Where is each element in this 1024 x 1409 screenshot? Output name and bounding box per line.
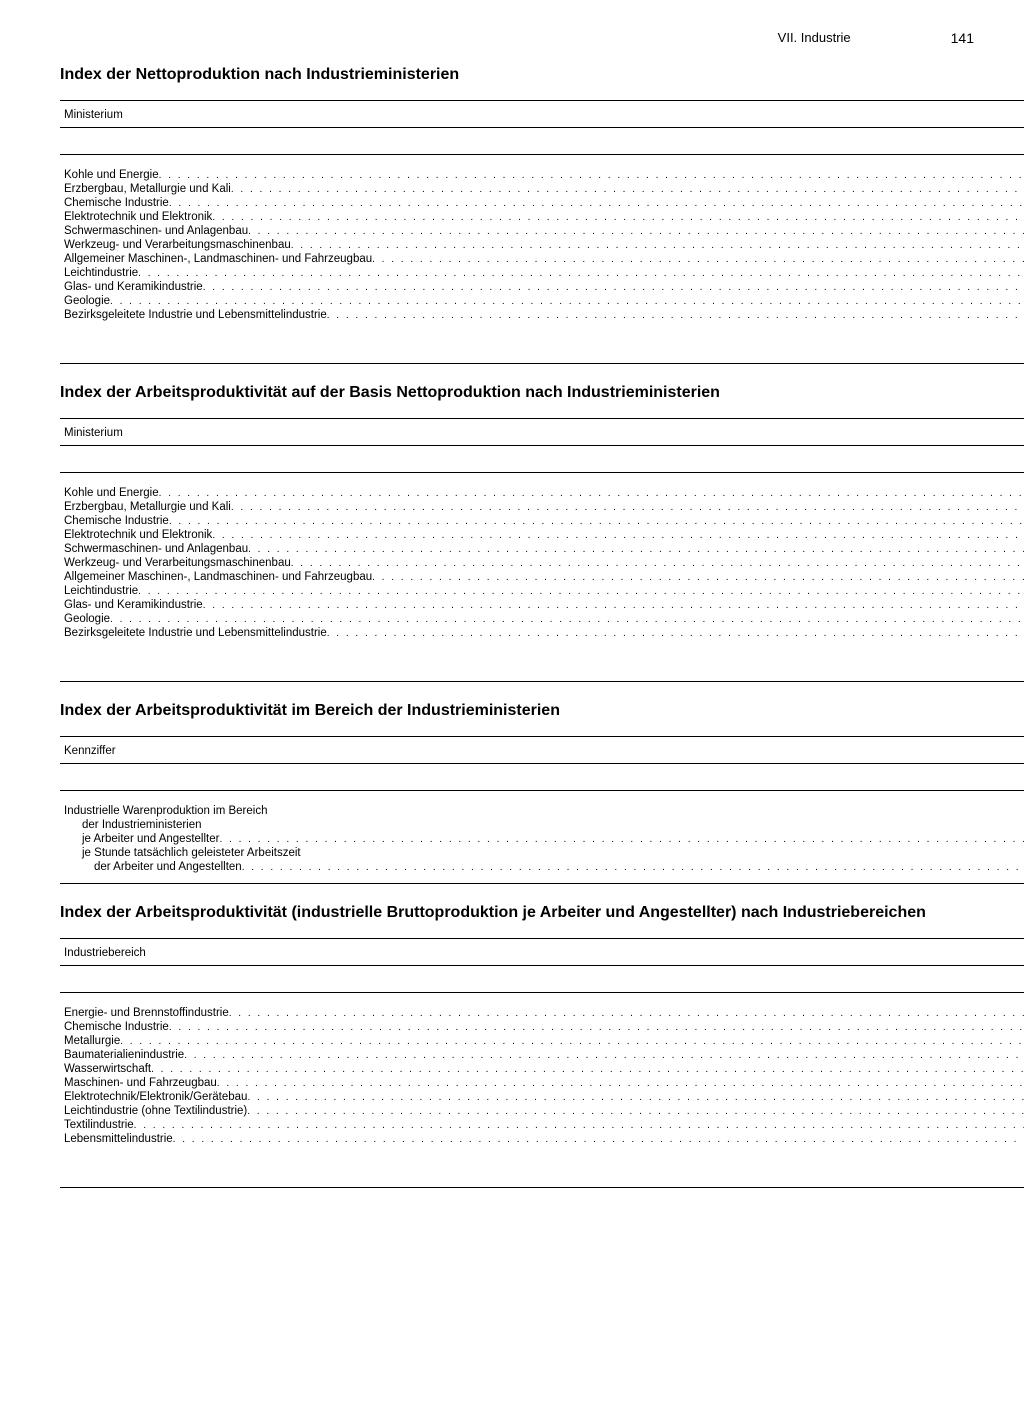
table-row: Werkzeug- und Verarbeitungsmaschinenbau1…: [60, 238, 1024, 252]
row-label: je Arbeiter und Angestellter: [60, 832, 1024, 846]
row-label: Glas- und Keramikindustrie: [60, 598, 1024, 612]
row-label: Schwermaschinen- und Anlagenbau: [60, 224, 1024, 238]
row-label: Geologie: [60, 294, 1024, 308]
table4-title: Index der Arbeitsproduktivität (industri…: [60, 904, 974, 922]
table-row: je Arbeiter und Angestellter132168176182…: [60, 832, 1024, 846]
table-row: Schwermaschinen- und Anlagenbau109114119…: [60, 542, 1024, 556]
page-number: 141: [951, 30, 974, 46]
table-row: Energie- und Brennstoffindustrie53617210…: [60, 993, 1024, 1021]
table-row: Erzbergbau, Metallurgie und Kali10010210…: [60, 182, 1024, 196]
table-row: Maschinen- und Fahrzeugbau37567510012616…: [60, 1076, 1024, 1090]
row-label: Elektrotechnik/Elektronik/Gerätebau: [60, 1090, 1024, 1104]
row-label: Glas- und Keramikindustrie: [60, 280, 1024, 294]
table-row: Elektrotechnik/Elektronik/Gerätebau30517…: [60, 1090, 1024, 1104]
row-header-label: Kennziffer: [60, 737, 1024, 764]
table-row: Kohle und Energie106111120129136145: [60, 473, 1024, 501]
row-label: Bezirksgeleitete Industrie und Lebensmit…: [60, 308, 1024, 331]
row-label: der Industrieministerien: [60, 818, 1024, 832]
table2: Ministerium1981198219831984198519861980 …: [60, 418, 1024, 682]
total-label: Insgesamt: [60, 331, 1024, 364]
table-row: Geologie111124143161177190: [60, 612, 1024, 626]
intro-row: der Industrieministerien: [60, 818, 1024, 832]
row-label: Allgemeiner Maschinen-, Landmaschinen- u…: [60, 252, 1024, 266]
table-row: Elektrotechnik und Elektronik11212414216…: [60, 210, 1024, 224]
table-row: der Arbeiter und Angestellten13718119019…: [60, 860, 1024, 884]
table1-title: Index der Nettoproduktion nach Industrie…: [60, 66, 974, 84]
row-label: je Stunde tatsächlich geleisteter Arbeit…: [60, 846, 1024, 860]
row-label: Energie- und Brennstoffindustrie: [60, 993, 1024, 1021]
row-label: Metallurgie: [60, 1034, 1024, 1048]
table4: Industriebereich195519601965197019751980…: [60, 938, 1024, 1188]
row-label: Wasserwirtschaft: [60, 1062, 1024, 1076]
row-label: Leichtindustrie: [60, 584, 1024, 598]
row-label: Erzbergbau, Metallurgie und Kali: [60, 500, 1024, 514]
row-label: Leichtindustrie (ohne Textilindustrie): [60, 1104, 1024, 1118]
row-label: Chemische Industrie: [60, 196, 1024, 210]
row-label: Werkzeug- und Verarbeitungsmaschinenbau: [60, 556, 1024, 570]
row-label: Chemische Industrie: [60, 1020, 1024, 1034]
table-row: Werkzeug- und Verarbeitungsmaschinenbau1…: [60, 556, 1024, 570]
row-header-label: Industriebereich: [60, 939, 1024, 966]
row-label: Geologie: [60, 612, 1024, 626]
row-label: Textilindustrie: [60, 1118, 1024, 1132]
row-label: der Arbeiter und Angestellten: [60, 860, 1024, 884]
table-row: Baumaterialienindustrie35537710013314714…: [60, 1048, 1024, 1062]
table-row: Bezirksgeleitete Industrie und Lebensmit…: [60, 626, 1024, 649]
table2-title: Index der Arbeitsproduktivität auf der B…: [60, 384, 974, 402]
table-row: Erzbergbau, Metallurgie und Kali10010110…: [60, 500, 1024, 514]
table3: Kennziffer197519801981198219831984198519…: [60, 736, 1024, 884]
row-label: Lebensmittelindustrie: [60, 1132, 1024, 1155]
table-row: Allgemeiner Maschinen-, Landmaschinen- u…: [60, 570, 1024, 584]
row-header-label: Ministerium: [60, 419, 1024, 446]
row-label: Kohle und Energie: [60, 155, 1024, 183]
row-label: Erzbergbau, Metallurgie und Kali: [60, 182, 1024, 196]
total-row: Insgesamt4056751001301621681731791851922…: [60, 1155, 1024, 1188]
total-row: Insgesamt107112118127138150: [60, 649, 1024, 682]
section-label: VII. Industrie: [778, 30, 851, 46]
total-label: Insgesamt: [60, 649, 1024, 682]
table-row: Textilindustrie3854721001371771831891972…: [60, 1118, 1024, 1132]
table-row: Leichtindustrie106112122132141147: [60, 266, 1024, 280]
table-row: Leichtindustrie (ohne Textilindustrie)40…: [60, 1104, 1024, 1118]
row-label: Werkzeug- und Verarbeitungsmaschinenbau: [60, 238, 1024, 252]
row-header-label: Ministerium: [60, 101, 1024, 128]
total-row: Insgesamt107113121131143155: [60, 331, 1024, 364]
table-row: Glas- und Keramikindustrie10911311712914…: [60, 598, 1024, 612]
row-label: Chemische Industrie: [60, 514, 1024, 528]
row-label: Elektrotechnik und Elektronik: [60, 210, 1024, 224]
row-label: Industrielle Warenproduktion im Bereich: [60, 791, 1024, 819]
table-row: Chemische Industrie108118130142157164: [60, 196, 1024, 210]
row-label: Maschinen- und Fahrzeugbau: [60, 1076, 1024, 1090]
row-label: Kohle und Energie: [60, 473, 1024, 501]
row-label: Schwermaschinen- und Anlagenbau: [60, 542, 1024, 556]
row-label: Bezirksgeleitete Industrie und Lebensmit…: [60, 626, 1024, 649]
table-row: Leichtindustrie107114124134145153: [60, 584, 1024, 598]
table-row: Chemische Industrie108117129140154162: [60, 514, 1024, 528]
table1: Ministerium1981198219831984198519861980 …: [60, 100, 1024, 364]
row-label: Leichtindustrie: [60, 266, 1024, 280]
table-row: Schwermaschinen- und Anlagenbau109115121…: [60, 224, 1024, 238]
table3-title: Index der Arbeitsproduktivität im Bereic…: [60, 702, 974, 720]
intro-row: Industrielle Warenproduktion im Bereich: [60, 791, 1024, 819]
table-row: Wasserwirtschaft...100115122126128127122…: [60, 1062, 1024, 1076]
table-row: Lebensmittelindustrie5669871001201291321…: [60, 1132, 1024, 1155]
row-label: Elektrotechnik und Elektronik: [60, 528, 1024, 542]
table-row: Chemische Industrie365170100140175181190…: [60, 1020, 1024, 1034]
row-label: Allgemeiner Maschinen-, Landmaschinen- u…: [60, 570, 1024, 584]
page-header: VII. Industrie 141: [60, 30, 974, 46]
table-row: Metallurgie48657710013416117117417918518…: [60, 1034, 1024, 1048]
table-row: Geologie112127149172197216: [60, 294, 1024, 308]
table-row: Elektrotechnik und Elektronik11112213715…: [60, 528, 1024, 542]
table-row: Bezirksgeleitete Industrie und Lebensmit…: [60, 308, 1024, 331]
table-row: Allgemeiner Maschinen-, Landmaschinen- u…: [60, 252, 1024, 266]
total-label: Insgesamt: [60, 1155, 1024, 1188]
table-row: Kohle und Energie108115127137148159: [60, 155, 1024, 183]
row-label: Baumaterialienindustrie: [60, 1048, 1024, 1062]
table-row: Glas- und Keramikindustrie11011512113414…: [60, 280, 1024, 294]
table-row: je Stunde tatsächlich geleisteter Arbeit…: [60, 846, 1024, 860]
